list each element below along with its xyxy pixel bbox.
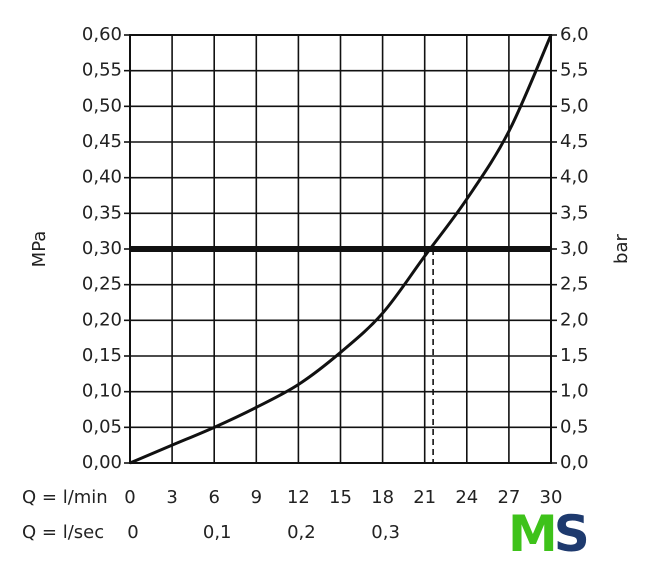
- y2-tick-label: 3,5: [560, 202, 589, 223]
- y-tick-label: 0,05: [82, 416, 122, 437]
- x-row-label: Q = l/min: [22, 487, 108, 508]
- y2-axis-label: bar: [611, 233, 632, 263]
- x2-tick-label: 0: [127, 522, 138, 543]
- y2-tick-label: 2,0: [560, 309, 589, 330]
- curve: [129, 34, 553, 465]
- y2-tick-label: 2,5: [560, 274, 589, 295]
- x-tick-label: 15: [329, 487, 352, 508]
- y2-tick-label: 0,5: [560, 416, 589, 437]
- logo: MS: [508, 505, 587, 563]
- x-tick-label: 27: [497, 487, 520, 508]
- y-tick-label: 0,40: [82, 167, 122, 188]
- x2-tick-label: 0,1: [203, 522, 232, 543]
- logo-letter: M: [508, 505, 554, 563]
- x2-row-label: Q = l/sec: [22, 522, 104, 543]
- plot-frame: [129, 34, 552, 464]
- y-tick-label: 0,45: [82, 131, 122, 152]
- y-tick-label: 0,30: [82, 238, 122, 259]
- y-tick-label: 0,25: [82, 274, 122, 295]
- y2-tick-label: 5,0: [560, 95, 589, 116]
- y2-tick-label: 4,0: [560, 167, 589, 188]
- x-tick-label: 30: [540, 487, 563, 508]
- y2-tick-label: 1,5: [560, 345, 589, 366]
- x-tick-label: 9: [251, 487, 262, 508]
- y2-tick-label: 4,5: [560, 131, 589, 152]
- x2-tick-label: 0,2: [287, 522, 316, 543]
- x-tick-label: 0: [124, 487, 135, 508]
- y-tick-label: 0,15: [82, 345, 122, 366]
- y-tick-label: 0,10: [82, 381, 122, 402]
- y2-tick-label: 3,0: [560, 238, 589, 259]
- y-tick-label: 0,50: [82, 95, 122, 116]
- y2-tick-label: 5,5: [560, 60, 589, 81]
- y2-tick-label: 6,0: [560, 24, 589, 45]
- x-tick-label: 6: [208, 487, 219, 508]
- x2-tick-label: 0,3: [371, 522, 400, 543]
- y-tick-label: 0,60: [82, 24, 122, 45]
- y2-tick-label: 0,0: [560, 452, 589, 473]
- x-tick-label: 3: [166, 487, 177, 508]
- x-tick-label: 21: [413, 487, 436, 508]
- y2-tick-label: 1,0: [560, 381, 589, 402]
- y-tick-label: 0,20: [82, 309, 122, 330]
- y-tick-label: 0,00: [82, 452, 122, 473]
- y-tick-label: 0,55: [82, 60, 122, 81]
- x-tick-label: 18: [371, 487, 394, 508]
- y-tick-label: 0,35: [82, 202, 122, 223]
- x-tick-label: 12: [287, 487, 310, 508]
- y-axis-label: MPa: [29, 231, 50, 268]
- logo-letter: S: [554, 505, 587, 563]
- x-tick-label: 24: [455, 487, 478, 508]
